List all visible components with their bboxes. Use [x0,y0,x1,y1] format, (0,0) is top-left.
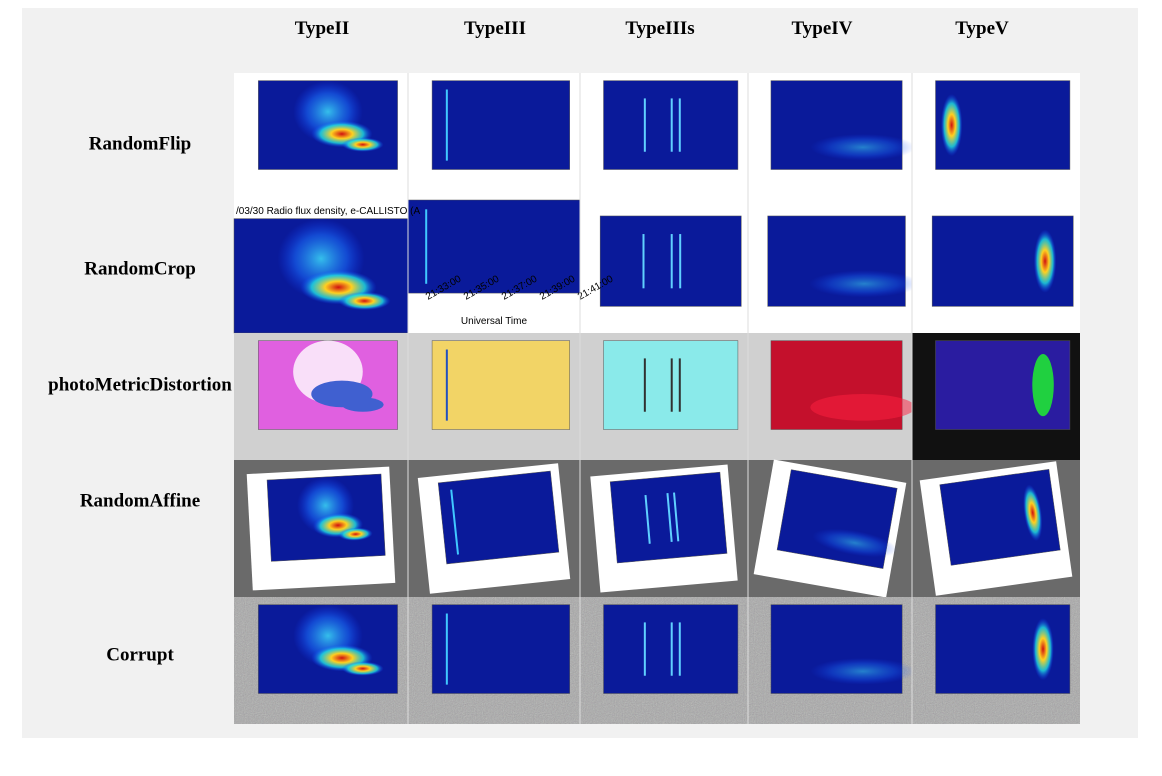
burst-line [643,622,646,676]
spectrogram [939,469,1061,566]
burst [338,291,391,311]
cell [748,459,912,598]
affine-card [753,459,907,598]
cell [580,460,748,597]
affine-card [919,461,1073,596]
cell [912,597,1080,724]
burst [940,93,963,157]
burst [1032,617,1054,681]
burst-line [678,98,681,152]
cell [408,73,580,200]
burst [810,657,916,685]
cell [748,200,920,333]
burst-line [678,622,681,676]
spectrogram [431,604,570,694]
burst [809,270,920,298]
burst-line [445,613,448,685]
burst-line [445,89,448,161]
burst-line [643,98,646,152]
burst-line [425,209,428,284]
cell [233,200,409,334]
burst-line [670,234,673,289]
affine-card [590,464,738,593]
burst [338,527,373,541]
burst-line [450,489,460,555]
burst [1023,484,1043,542]
spectrogram [431,80,570,170]
cell [912,333,1080,460]
column-header: TypeIII [464,18,526,39]
burst [341,661,384,676]
crop-title: /03/30 Radio flux density, e-CALLISTO (A [236,206,420,217]
cell [580,73,748,200]
row-label: RandomCrop [84,258,196,279]
spectrogram [437,470,560,565]
cell [407,199,581,333]
burst-line [670,358,673,412]
burst-line [642,234,645,289]
row-label: RandomAffine [80,490,200,511]
cell [748,73,916,200]
crop-xlabel: Universal Time [461,316,528,327]
cell [580,597,748,724]
cell [580,333,748,460]
cell [408,460,580,597]
column-header: TypeIIIs [625,18,694,39]
cell [748,333,916,460]
burst [812,528,898,558]
burst-line [673,492,680,542]
burst-line [445,349,448,421]
cell [234,333,408,460]
burst-line [679,234,682,289]
affine-card [417,463,571,594]
burst [1033,229,1057,293]
row-label: Corrupt [106,644,174,665]
cell [408,597,580,724]
column-header: TypeV [955,18,1009,39]
burst [341,137,384,152]
burst [810,393,916,421]
burst-line [643,358,646,412]
burst [810,133,916,161]
spectrogram [609,471,728,564]
cell [912,460,1080,597]
affine-card [246,466,396,591]
cell [408,333,580,460]
burst-line [678,358,681,412]
row-label: photoMetricDistortion [48,374,232,395]
cell [912,73,1080,200]
burst [1032,353,1054,417]
burst [341,397,384,412]
burst-line [670,98,673,152]
burst-line [644,494,651,544]
column-header: TypeIV [792,18,853,39]
column-header: TypeII [295,18,350,39]
cell [912,200,1080,333]
spectrogram [407,199,581,294]
row-label: RandomFlip [89,133,191,154]
cell [234,460,408,597]
cell [234,73,408,200]
burst-line [670,622,673,676]
spectrogram [431,340,570,430]
cell [748,597,916,724]
cell [580,200,748,333]
cell [234,597,408,724]
burst-line [666,493,673,542]
